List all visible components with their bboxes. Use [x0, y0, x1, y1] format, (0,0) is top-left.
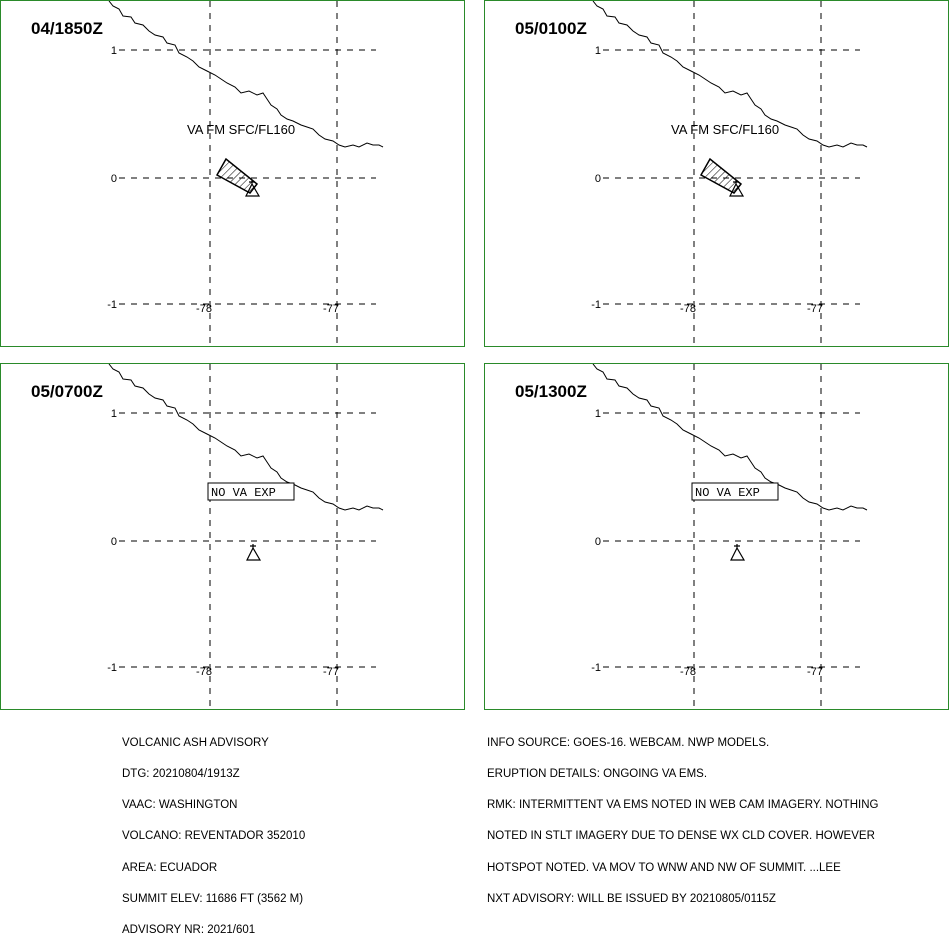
- lon-label: -78: [680, 303, 696, 315]
- lat-label: 1: [595, 45, 601, 57]
- advisory-left: VOLCANIC ASH ADVISORY DTG: 20210804/1913…: [122, 717, 305, 946]
- lon-label: -77: [807, 666, 823, 678]
- ash-area: [699, 157, 743, 194]
- map-layer: 1 0 -1 -78 -77 NO VA EXP: [591, 364, 868, 709]
- no-va-box: [691, 482, 779, 501]
- advisory-line: NOTED IN STLT IMAGERY DUE TO DENSE WX CL…: [487, 830, 875, 843]
- lat-label: 1: [111, 408, 117, 420]
- no-va-box: [207, 482, 295, 501]
- ash-area: [215, 157, 259, 194]
- lat-label: 0: [595, 173, 601, 185]
- panel-time: 04/1850Z: [31, 19, 103, 38]
- lat-label: 1: [595, 408, 601, 420]
- lat-label: -1: [107, 299, 117, 311]
- map-layer: 1 0 -1 -78 -77 NO VA EXP: [107, 364, 384, 709]
- lat-label: 0: [595, 536, 601, 548]
- map-panel-4: 1 0 -1 -78 -77 NO VA EXP 05/1300Z: [484, 363, 949, 710]
- lon-label: -77: [323, 303, 339, 315]
- advisory-line: NXT ADVISORY: WILL BE ISSUED BY 20210805…: [487, 892, 776, 905]
- panel-time: 05/0700Z: [31, 382, 103, 401]
- no-va-label: NO VA EXP: [695, 486, 760, 500]
- va-height-label: VA FM SFC/FL160: [671, 122, 779, 137]
- map-svg-3: 1 0 -1 -78 -77 NO VA EXP: [107, 364, 384, 709]
- lat-label: -1: [591, 299, 601, 311]
- advisory-line: RMK: INTERMITTENT VA EMS NOTED IN WEB CA…: [487, 799, 879, 812]
- advisory-line: VAAC: WASHINGTON: [122, 799, 238, 812]
- advisory-line: ADVISORY NR: 2021/601: [122, 924, 256, 937]
- lat-label: 0: [111, 173, 117, 185]
- advisory-line: HOTSPOT NOTED. VA MOV TO WNW AND NW OF S…: [487, 861, 841, 874]
- advisory-right: INFO SOURCE: GOES-16. WEBCAM. NWP MODELS…: [487, 717, 878, 915]
- advisory-line: INFO SOURCE: GOES-16. WEBCAM. NWP MODELS…: [487, 736, 770, 749]
- map-panel-3: 1 0 -1 -78 -77 NO VA EXP 05/0700Z: [0, 363, 465, 710]
- lon-label: -77: [807, 303, 823, 315]
- map-svg-4: 1 0 -1 -78 -77 NO VA EXP: [591, 364, 868, 709]
- va-height-label: VA FM SFC/FL160: [187, 122, 295, 137]
- coastline: [592, 364, 868, 511]
- advisory-line: VOLCANIC ASH ADVISORY: [122, 736, 269, 749]
- advisory-line: DTG: 20210804/1913Z: [122, 768, 240, 781]
- map-layer: 1 0 -1 -78 -77 VA FM SFC/FL160: [591, 1, 868, 346]
- lon-label: -78: [680, 666, 696, 678]
- lon-label: -78: [196, 666, 212, 678]
- lon-label: -77: [323, 666, 339, 678]
- volcano-icon: [246, 544, 262, 561]
- map-layer: 1 0 -1 -78 -77 VA FM SFC/FL160: [107, 1, 384, 346]
- map-panel-2: 1 0 -1 -78 -77 VA FM SFC/FL160 05/0100Z: [484, 0, 949, 347]
- advisory-line: AREA: ECUADOR: [122, 861, 218, 874]
- panel-time: 05/0100Z: [515, 19, 587, 38]
- lat-label: -1: [107, 662, 117, 674]
- lat-label: -1: [591, 662, 601, 674]
- map-svg-2: 1 0 -1 -78 -77 VA FM SFC/FL160: [591, 1, 868, 346]
- lon-label: -78: [196, 303, 212, 315]
- advisory-line: SUMMIT ELEV: 11686 FT (3562 M): [122, 892, 304, 905]
- advisory-line: ERUPTION DETAILS: ONGOING VA EMS.: [487, 768, 708, 781]
- coastline: [592, 1, 868, 148]
- panel-time: 05/1300Z: [515, 382, 587, 401]
- lat-label: 0: [111, 536, 117, 548]
- lat-label: 1: [111, 45, 117, 57]
- no-va-label: NO VA EXP: [211, 486, 276, 500]
- coastline: [108, 1, 384, 148]
- volcano-icon: [730, 544, 746, 561]
- map-panel-1: 1 0 -1 -78 -77 VA FM SFC/FL160 04/1850Z: [0, 0, 465, 347]
- coastline: [108, 364, 384, 511]
- map-svg-1: 1 0 -1 -78 -77 VA FM SFC/FL160: [107, 1, 384, 346]
- advisory-line: VOLCANO: REVENTADOR 352010: [122, 830, 306, 843]
